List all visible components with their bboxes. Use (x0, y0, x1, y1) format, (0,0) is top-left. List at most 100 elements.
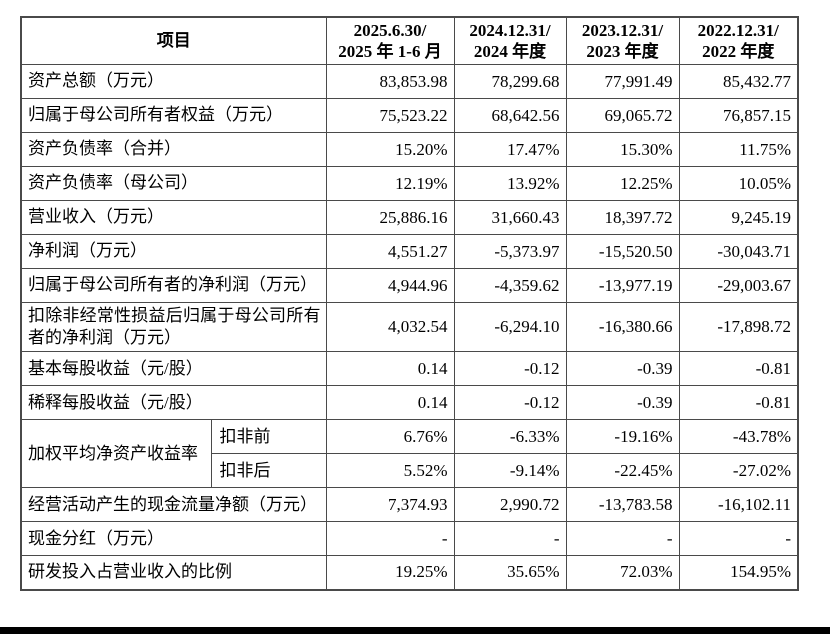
cell-value: 15.20% (325, 132, 455, 167)
cell-value: 76,857.15 (678, 98, 799, 133)
period-line2: 2022 年度 (702, 42, 775, 61)
cell-value: 35.65% (453, 555, 567, 591)
row-label: 经营活动产生的现金流量净额（万元） (20, 487, 327, 523)
cell-value: 18,397.72 (565, 200, 680, 235)
cell-value: 75,523.22 (325, 98, 455, 133)
table-row: 资产负债率（母公司） 12.19% 13.92% 12.25% 10.05% (20, 166, 799, 201)
cell-value: - (325, 521, 455, 557)
cell-value: -6,294.10 (453, 301, 567, 353)
cell-value: 19.25% (325, 555, 455, 591)
cell-value: 25,886.16 (325, 200, 455, 235)
period-column-header: 2023.12.31/ 2023 年度 (565, 16, 680, 65)
row-label: 营业收入（万元） (20, 200, 327, 235)
row-label: 研发投入占营业收入的比例 (20, 555, 327, 591)
cell-value: - (678, 521, 799, 557)
cell-value: 5.52% (325, 453, 455, 489)
table-row: 资产负债率（合并） 15.20% 17.47% 15.30% 11.75% (20, 132, 799, 167)
cell-value: -16,102.11 (678, 487, 799, 523)
table-row: 现金分红（万元） - - - - (20, 521, 799, 557)
cell-value: 10.05% (678, 166, 799, 201)
cell-value: -15,520.50 (565, 234, 680, 269)
cell-value: 77,991.49 (565, 64, 680, 99)
cell-value: 154.95% (678, 555, 799, 591)
cell-value: 2,990.72 (453, 487, 567, 523)
period-line2: 2025 年 1-6 月 (338, 42, 442, 61)
cell-value: 0.14 (325, 385, 455, 421)
sub-row-label: 扣非后 (210, 453, 327, 489)
cell-value: -30,043.71 (678, 234, 799, 269)
cell-value: -19.16% (565, 419, 680, 455)
period-line1: 2024.12.31/ (469, 20, 551, 40)
cell-value: 4,944.96 (325, 268, 455, 303)
cell-value: -9.14% (453, 453, 567, 489)
cell-value: 4,551.27 (325, 234, 455, 269)
period-column-header: 2022.12.31/ 2022 年度 (678, 16, 799, 65)
cell-value: 11.75% (678, 132, 799, 167)
cell-value: 12.19% (325, 166, 455, 201)
cell-value: 68,642.56 (453, 98, 567, 133)
table-row: 稀释每股收益（元/股） 0.14 -0.12 -0.39 -0.81 (20, 385, 799, 421)
table-row: 归属于母公司所有者的净利润（万元） 4,944.96 -4,359.62 -13… (20, 268, 799, 303)
page-bottom-rule (0, 627, 830, 634)
period-line1: 2025.6.30/ (353, 20, 427, 40)
table-row: 归属于母公司所有者权益（万元） 75,523.22 68,642.56 69,0… (20, 98, 799, 133)
table-row: 扣除非经常性损益后归属于母公司所有者的净利润（万元） 4,032.54 -6,2… (20, 301, 799, 353)
cell-value: -0.81 (678, 351, 799, 387)
cell-value: -6.33% (453, 419, 567, 455)
row-label: 基本每股收益（元/股） (20, 351, 327, 387)
period-line1: 2022.12.31/ (697, 20, 779, 40)
item-column-header: 项目 (20, 16, 327, 65)
period-column-header: 2025.6.30/ 2025 年 1-6 月 (325, 16, 455, 65)
cell-value: 7,374.93 (325, 487, 455, 523)
cell-value: -0.39 (565, 385, 680, 421)
sub-row-label: 扣非前 (210, 419, 327, 455)
cell-value: -27.02% (678, 453, 799, 489)
period-line2: 2023 年度 (586, 42, 659, 61)
table-row: 基本每股收益（元/股） 0.14 -0.12 -0.39 -0.81 (20, 351, 799, 387)
cell-value: -0.39 (565, 351, 680, 387)
row-label: 扣除非经常性损益后归属于母公司所有者的净利润（万元） (20, 301, 327, 353)
row-label: 资产总额（万元） (20, 64, 327, 99)
cell-value: - (453, 521, 567, 557)
cell-value: -4,359.62 (453, 268, 567, 303)
cell-value: -17,898.72 (678, 301, 799, 353)
cell-value: 4,032.54 (325, 301, 455, 353)
cell-value: -29,003.67 (678, 268, 799, 303)
row-label: 资产负债率（合并） (20, 132, 327, 167)
cell-value: 83,853.98 (325, 64, 455, 99)
row-label: 资产负债率（母公司） (20, 166, 327, 201)
cell-value: -13,783.58 (565, 487, 680, 523)
table-row: 加权平均净资产收益率 扣非前 6.76% -6.33% -19.16% -43.… (20, 419, 799, 489)
row-label: 净利润（万元） (20, 234, 327, 269)
row-label-roe-group: 加权平均净资产收益率 (20, 419, 212, 489)
cell-value: 15.30% (565, 132, 680, 167)
cell-value: -0.12 (453, 351, 567, 387)
cell-value: 31,660.43 (453, 200, 567, 235)
cell-value: 69,065.72 (565, 98, 680, 133)
cell-value: 85,432.77 (678, 64, 799, 99)
row-label: 稀释每股收益（元/股） (20, 385, 327, 421)
table-header-row: 项目 2025.6.30/ 2025 年 1-6 月 2024.12.31/ 2… (20, 16, 799, 65)
financial-summary-table: 项目 2025.6.30/ 2025 年 1-6 月 2024.12.31/ 2… (20, 16, 799, 591)
cell-value: 17.47% (453, 132, 567, 167)
cell-value: -16,380.66 (565, 301, 680, 353)
row-label: 归属于母公司所有者的净利润（万元） (20, 268, 327, 303)
row-label: 现金分红（万元） (20, 521, 327, 557)
period-column-header: 2024.12.31/ 2024 年度 (453, 16, 567, 65)
cell-value: -0.12 (453, 385, 567, 421)
table-row: 扣非后 5.52% -9.14% -22.45% -27.02% (21, 453, 799, 489)
cell-value: 72.03% (565, 555, 680, 591)
cell-value: -5,373.97 (453, 234, 567, 269)
cell-value: - (565, 521, 680, 557)
cell-value: 78,299.68 (453, 64, 567, 99)
table-row: 研发投入占营业收入的比例 19.25% 35.65% 72.03% 154.95… (20, 555, 799, 591)
cell-value: 6.76% (325, 419, 455, 455)
period-line2: 2024 年度 (473, 42, 547, 61)
cell-value: -0.81 (678, 385, 799, 421)
cell-value: 13.92% (453, 166, 567, 201)
cell-value: 0.14 (325, 351, 455, 387)
cell-value: 9,245.19 (678, 200, 799, 235)
cell-value: -43.78% (678, 419, 799, 455)
table-row: 经营活动产生的现金流量净额（万元） 7,374.93 2,990.72 -13,… (20, 487, 799, 523)
table-row: 资产总额（万元） 83,853.98 78,299.68 77,991.49 8… (20, 64, 799, 99)
